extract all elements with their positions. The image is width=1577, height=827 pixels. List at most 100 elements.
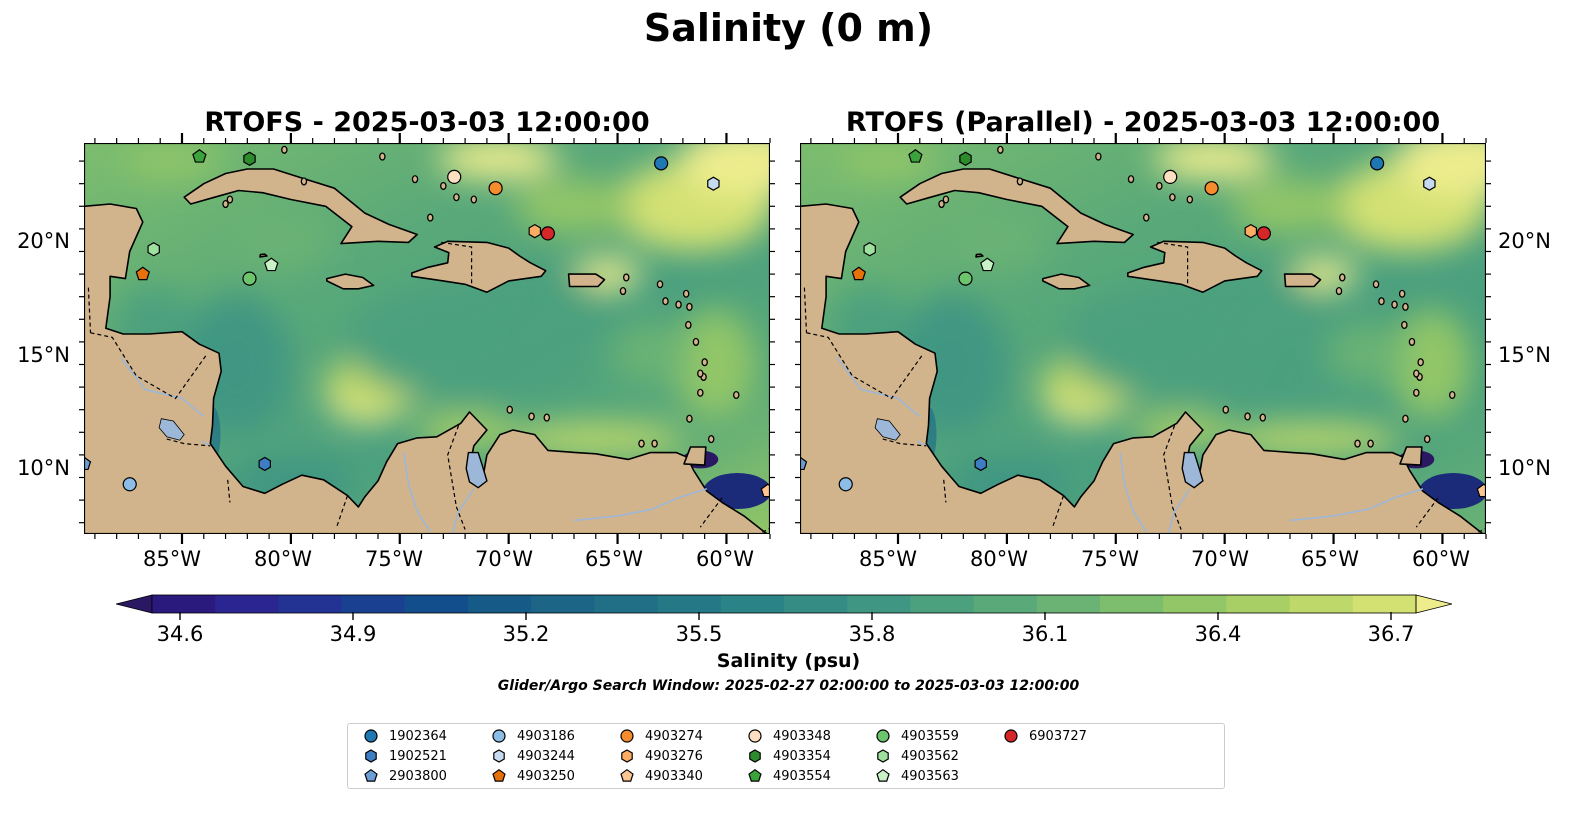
legend-label: 4903563	[901, 768, 959, 784]
legend-item-4903276: 4903276	[618, 746, 703, 766]
lat-label-20n-right: 20°N	[1498, 229, 1551, 253]
legend-item-4903563: 4903563	[874, 766, 959, 786]
platform-4903559	[242, 271, 257, 286]
salinity-patch	[610, 323, 691, 384]
country-border	[336, 495, 349, 528]
platform-2903800	[84, 456, 92, 471]
small-island	[1413, 388, 1420, 397]
colorbar-segment	[973, 595, 1038, 613]
small-island	[1335, 286, 1343, 296]
small-island	[1095, 152, 1102, 161]
colorbar-extend-low	[116, 594, 153, 614]
lon-label-70w-right: 70°W	[1191, 547, 1249, 571]
salinity-patch	[1230, 178, 1350, 235]
panel-title-right: RTOFS (Parallel) - 2025-03-03 12:00:00	[845, 107, 1441, 138]
legend-item-1902364: 1902364	[362, 726, 447, 746]
legend-marker	[748, 768, 762, 782]
colorbar-segment	[847, 595, 911, 613]
colorbar-segment	[1289, 595, 1354, 613]
legend-marker	[493, 749, 505, 763]
cuba-island	[183, 168, 419, 245]
circle-marker-icon	[620, 729, 634, 743]
legend-item-1902521: 1902521	[362, 746, 447, 766]
legend-marker	[748, 729, 762, 743]
platform-6903727	[1256, 226, 1271, 241]
hexagon-marker-icon	[493, 749, 505, 763]
colorbar-extend-high	[1415, 594, 1452, 614]
salinity-patch	[678, 143, 770, 197]
small-island	[686, 302, 693, 311]
legend-marker	[364, 768, 378, 782]
platform-4903559	[958, 271, 973, 286]
small-island	[707, 435, 715, 444]
search-window-note: Glider/Argo Search Window: 2025-02-27 02…	[497, 678, 1080, 694]
river	[917, 440, 927, 447]
platform-4903563	[264, 257, 279, 272]
legend-item-2903800: 2903800	[362, 766, 447, 786]
small-island	[692, 337, 700, 346]
circle-marker-icon	[876, 729, 890, 743]
small-island	[623, 273, 630, 282]
small-island	[701, 358, 708, 367]
hexagon-marker-icon	[365, 749, 377, 763]
small-island	[1156, 181, 1163, 190]
platform-4903563	[980, 257, 995, 272]
small-island	[1417, 358, 1424, 367]
small-island	[697, 369, 704, 378]
small-island	[685, 320, 692, 329]
salinity-patch	[437, 143, 558, 179]
cuba-island	[899, 168, 1135, 245]
platform-4903554	[192, 148, 207, 163]
colorbar-segment	[152, 595, 216, 613]
small-island	[1401, 320, 1408, 329]
platform-1902364	[654, 156, 669, 171]
platform-4903340	[760, 483, 770, 498]
colorbar-segment	[1163, 595, 1227, 613]
legend-item-6903727: 6903727	[1002, 726, 1087, 746]
small-island	[1244, 412, 1251, 421]
colorbar-segment	[531, 595, 595, 613]
salinity-texture	[113, 143, 770, 510]
country-border	[943, 479, 947, 503]
legend-item-4903274: 4903274	[618, 726, 703, 746]
colorbar-tick-label: 34.9	[329, 622, 377, 646]
river	[451, 488, 475, 534]
colorbar-segment	[1226, 595, 1291, 613]
figure-title: Salinity (0 m)	[643, 6, 934, 50]
colorbar-segment	[657, 595, 722, 613]
circle-marker-icon	[364, 729, 378, 743]
lat-label-10n-left: 10°N	[17, 456, 70, 480]
small-island	[1016, 177, 1024, 186]
legend-item-4903348: 4903348	[746, 726, 831, 746]
hispaniola-island	[410, 240, 547, 293]
lon-label-85w-left: 85°W	[143, 547, 201, 571]
colorbar-segment	[278, 595, 343, 613]
colorbar-segment	[1100, 595, 1164, 613]
circle-marker-icon	[492, 729, 506, 743]
pentagon-marker-icon	[492, 768, 506, 782]
small-island	[1339, 273, 1346, 282]
lon-label-70w-left: 70°W	[475, 547, 533, 571]
colorbar-segment	[1036, 595, 1101, 613]
legend-label: 2903800	[389, 768, 447, 784]
legend-item-4903250: 4903250	[490, 766, 575, 786]
panel-title-left: RTOFS - 2025-03-03 12:00:00	[204, 107, 650, 138]
platform-1902521	[974, 456, 987, 472]
colorbar-tick-label: 36.7	[1367, 622, 1415, 646]
colorbar-segment	[720, 595, 785, 613]
legend-label: 4903559	[901, 728, 959, 744]
small-island	[1127, 175, 1135, 184]
country-border	[803, 287, 808, 333]
small-island	[1186, 195, 1194, 204]
map-frame	[84, 143, 770, 534]
cayman-island	[259, 253, 268, 258]
small-island	[379, 152, 386, 161]
lake-nicaragua	[158, 418, 185, 441]
small-island	[656, 280, 664, 289]
legend-marker	[1004, 729, 1018, 743]
salinity-patch	[1326, 323, 1407, 384]
small-island	[1398, 289, 1406, 298]
platform-4903340	[1476, 483, 1486, 498]
lake-maracaibo	[1181, 451, 1204, 489]
legend-marker	[876, 768, 890, 782]
